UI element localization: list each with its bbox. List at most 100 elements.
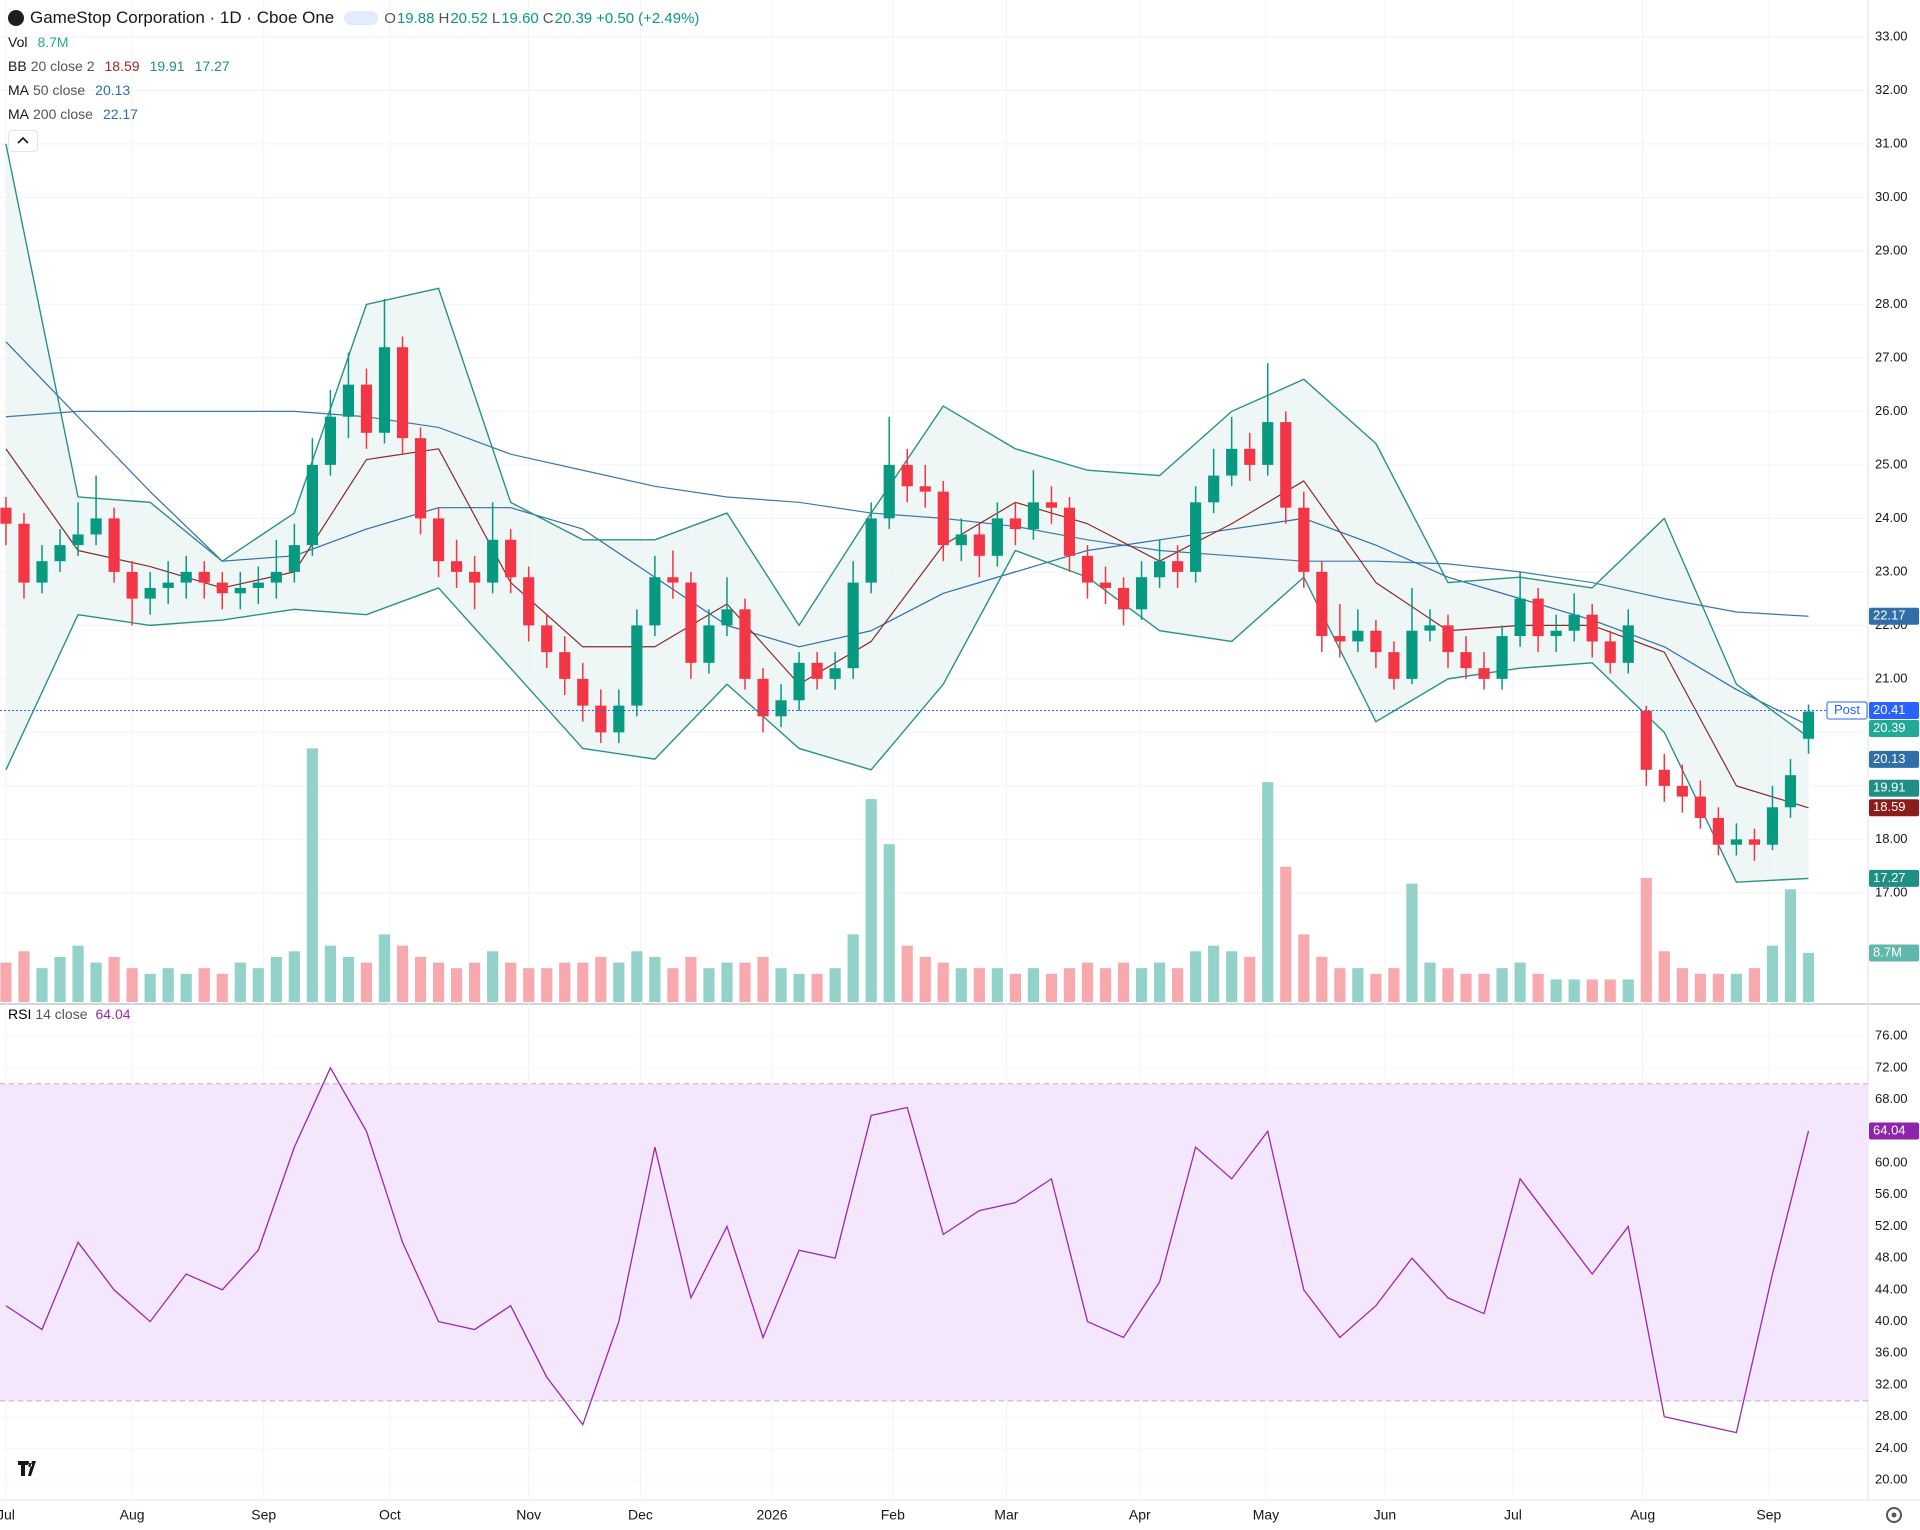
volume-bar	[1568, 979, 1580, 1002]
gear-hub[interactable]	[1891, 1512, 1897, 1518]
indicator-row: BB 20 close 2 18.59 19.91 17.27	[8, 54, 703, 78]
x-tick-label: Sep	[1756, 1507, 1781, 1523]
indicator-name: MA	[8, 106, 29, 122]
volume-bar	[757, 956, 769, 1002]
candle-body	[162, 582, 174, 588]
candle-body	[1154, 561, 1166, 578]
volume-bar	[469, 962, 481, 1002]
indicator-value: 8.7M	[37, 34, 69, 50]
volume-bar	[396, 945, 409, 1002]
volume-bar	[1442, 968, 1454, 1002]
ohlc-value: 19.60	[501, 10, 539, 27]
indicator-params: 20 close 2	[30, 58, 95, 74]
candle-body	[739, 609, 751, 679]
candle-body	[1172, 561, 1184, 572]
candle-body	[1388, 652, 1400, 679]
candle-body	[324, 416, 336, 465]
volume-bar	[1208, 945, 1220, 1002]
volume-bar	[414, 956, 427, 1002]
volume-tag-bg	[1869, 944, 1919, 962]
y-tick-label: 30.00	[1875, 189, 1908, 204]
rsi-tick-label: 60.00	[1875, 1154, 1908, 1169]
logo-bg[interactable]	[14, 1455, 46, 1481]
candle-body	[1334, 636, 1346, 642]
volume-bar	[631, 951, 643, 1002]
indicator-name: BB	[8, 58, 27, 74]
collapse-button[interactable]	[8, 130, 38, 152]
candle-body	[1208, 475, 1220, 503]
rsi-tick-label: 28.00	[1875, 1408, 1908, 1423]
chevron-path[interactable]	[17, 136, 29, 144]
candle-body	[523, 577, 535, 626]
candle-body	[342, 384, 355, 417]
volume-bar	[1424, 962, 1436, 1002]
candle-body	[487, 539, 499, 583]
y-tick-label: 28.00	[1875, 296, 1908, 311]
settings-gear[interactable]	[1886, 1507, 1902, 1523]
candle-body	[901, 464, 913, 487]
rsi-tick-label: 36.00	[1875, 1345, 1908, 1360]
volume-bar	[595, 956, 607, 1002]
rsi-line	[5, 1066, 1810, 1434]
volume-bar	[541, 968, 553, 1002]
volume-bar	[775, 968, 787, 1002]
tradingview-logo[interactable]	[14, 1455, 46, 1481]
volume-bar	[1081, 962, 1094, 1002]
candle-body	[360, 384, 373, 433]
candle-body	[1712, 817, 1724, 845]
logo-glyph[interactable]	[18, 1461, 36, 1476]
volume-bar	[793, 973, 805, 1002]
candle-body	[631, 625, 643, 706]
candle-body	[793, 662, 805, 701]
x-tick-label: Aug	[120, 1507, 145, 1523]
gear-ring[interactable]	[1886, 1507, 1902, 1523]
price-tag: 20.39	[1873, 720, 1906, 735]
volume-bar	[685, 956, 697, 1002]
y-tick-label: 31.00	[1875, 135, 1908, 150]
volume-bar	[342, 956, 355, 1002]
volume-bar	[1496, 968, 1508, 1002]
indicator-name: Vol	[8, 34, 28, 50]
volume-bar	[577, 962, 589, 1002]
candle-body	[577, 678, 589, 706]
candle-body	[1694, 796, 1706, 818]
x-tick-label: Feb	[881, 1507, 905, 1523]
volume-bar	[487, 951, 499, 1002]
candle-body	[1316, 571, 1328, 637]
price-tag-bg	[1869, 607, 1919, 625]
indicator-value: 19.91	[149, 58, 185, 74]
ohlc-value: 19.88	[396, 10, 435, 27]
volume-bar	[1172, 968, 1184, 1002]
volume-bar	[324, 945, 336, 1002]
volume-bar	[955, 968, 967, 1002]
volume-bar	[559, 962, 571, 1002]
candle-body	[1658, 769, 1670, 786]
candle-body	[1748, 839, 1761, 845]
candle-body	[1766, 807, 1779, 845]
volume-bar	[1406, 883, 1418, 1002]
volume-bar	[1226, 951, 1238, 1002]
chevron[interactable]	[9, 131, 37, 151]
volume-bar	[432, 962, 445, 1002]
volume-bar	[1244, 956, 1256, 1002]
volume-bar	[649, 956, 661, 1002]
volume-bar	[667, 968, 679, 1002]
volume-bar	[505, 962, 517, 1002]
candle-body	[1442, 625, 1454, 653]
indicator-row: MA 200 close 22.17	[8, 102, 703, 126]
price-tag-bg	[1869, 799, 1919, 817]
volume-bar	[252, 968, 264, 1002]
indicator-value: 20.13	[95, 82, 131, 98]
candle-body	[685, 582, 697, 663]
candle-body	[1496, 636, 1508, 679]
candle-body	[234, 587, 246, 594]
y-tick-label: 17.00	[1875, 884, 1908, 899]
candle-body	[1027, 502, 1039, 530]
x-tick-label: May	[1253, 1507, 1279, 1523]
volume-bar	[1694, 973, 1706, 1002]
candle-body	[1081, 555, 1094, 583]
candle-body	[18, 523, 30, 583]
rsi-tick-label: 76.00	[1875, 1028, 1908, 1043]
rsi-band	[0, 1083, 1868, 1401]
